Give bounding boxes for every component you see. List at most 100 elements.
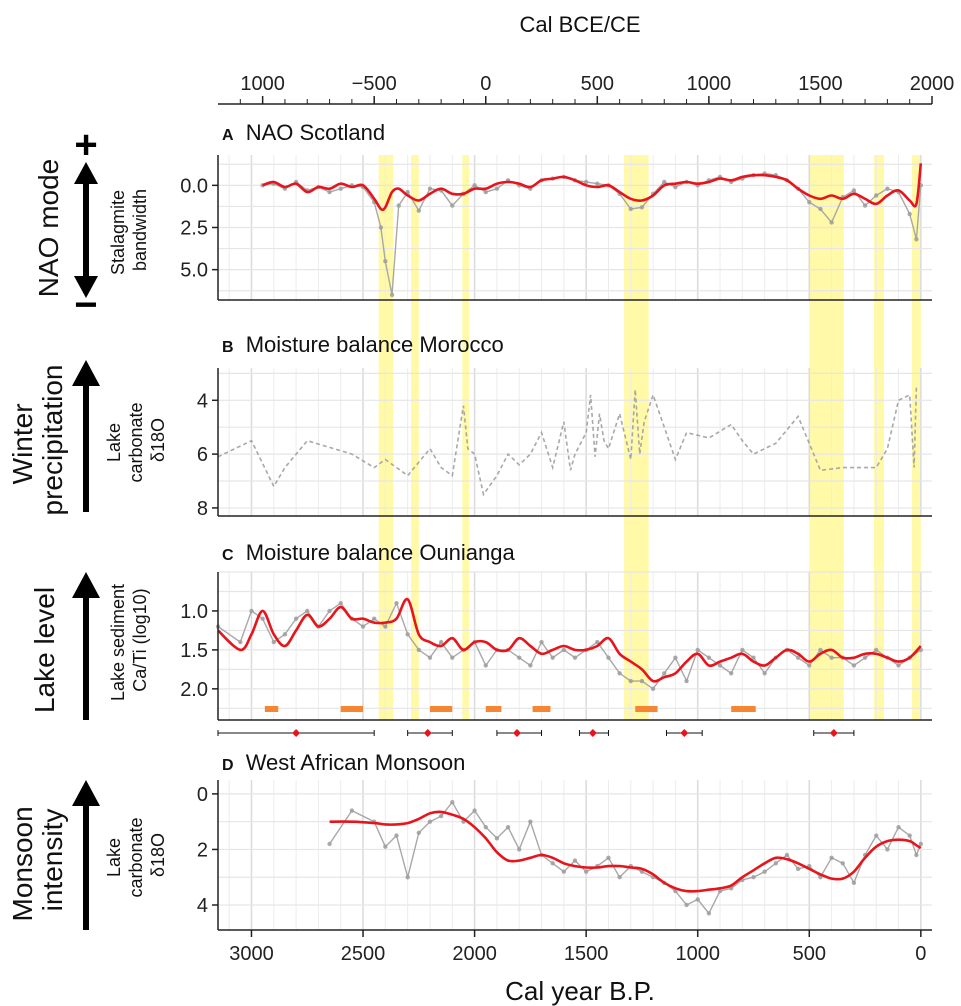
panel-a-raw-point xyxy=(327,189,332,195)
panel-d-ytick-label: 0 xyxy=(197,784,208,806)
panel-c-raw-point xyxy=(606,655,611,660)
panel-c-raw-point xyxy=(595,639,600,645)
panel-c-raw-point xyxy=(673,655,678,660)
panel-a-raw-point xyxy=(583,179,589,185)
panel-d-raw-point xyxy=(472,808,477,813)
highlight-band-7 xyxy=(911,155,921,720)
bottom-tick-label: 1000 xyxy=(675,943,720,965)
panel-a-raw-point xyxy=(383,259,388,264)
bottom-tick-label: 0 xyxy=(915,943,926,965)
panel-c-raw-point xyxy=(517,655,522,660)
panel-a-raw-point xyxy=(472,183,477,188)
panel-a-raw-point xyxy=(874,193,879,198)
panel-c-raw-point xyxy=(260,616,265,621)
panel-c-raw-point xyxy=(416,647,422,653)
panel-a-raw-point xyxy=(907,211,912,217)
panel-c-raw-point xyxy=(338,600,343,606)
panel-c-raw-point xyxy=(394,600,399,606)
panel-c-raw-point xyxy=(717,663,723,668)
panel-d-ytick-label: 2 xyxy=(197,839,208,861)
panel-c-grid xyxy=(218,571,932,720)
orange-interval-bar xyxy=(340,706,364,712)
panel-c-raw-point xyxy=(650,686,656,692)
panel-d-raw-point xyxy=(885,847,890,852)
panel-d-ylabel-line1: Lake xyxy=(104,838,124,877)
panel-b-raw-series xyxy=(217,386,918,497)
panel-c-side-label: Lake level xyxy=(29,587,60,713)
panel-a-raw-point xyxy=(483,189,488,195)
panel-d-raw-point xyxy=(505,825,511,830)
panel-c-raw-point xyxy=(851,663,857,668)
panel-c-raw-point xyxy=(662,671,667,676)
top-tick-label: 1000 xyxy=(240,73,285,95)
panel-a-raw-point xyxy=(595,181,600,186)
nao-plus-sign: + xyxy=(74,123,97,167)
panel-b-ytick-label: 8 xyxy=(197,498,208,520)
winter-precip-arrow xyxy=(72,360,100,512)
orange-interval-bar xyxy=(731,706,756,712)
panel-a-raw-point xyxy=(628,206,633,212)
panel-d-raw-point xyxy=(874,833,879,838)
panel-c-raw-point xyxy=(706,655,712,660)
bottom-axis-ticks: 3000 2500 2000 1500 1000 500 0 xyxy=(229,930,926,965)
panel-c-raw-point xyxy=(371,616,377,621)
panel-d-smooth-series xyxy=(329,810,922,893)
panel-c-raw-point xyxy=(282,632,288,637)
panel-d-raw-point xyxy=(762,869,767,874)
panel-a-raw-point xyxy=(818,206,823,212)
panel-d-raw-point xyxy=(572,858,578,863)
highlight-band-3 xyxy=(462,155,470,720)
panel-d-side-label-line2: intensity xyxy=(37,809,68,912)
panel-d-raw-point xyxy=(617,875,622,880)
panel-c-raw-point xyxy=(628,678,633,684)
panel-c-raw-point xyxy=(405,632,410,637)
panel-d-raw-series xyxy=(327,800,924,916)
panel-d-raw-point xyxy=(914,852,919,858)
panel-c-raw-point xyxy=(271,639,276,645)
panel-a-ytick-label: 5.0 xyxy=(180,260,208,282)
svg-text:Winter precipitation: Winter precipitation xyxy=(7,365,68,516)
panel-c-raw-point xyxy=(684,678,689,684)
panel-d-ylabel-line3: δ18O xyxy=(148,833,168,877)
svg-text:A NAO Scotland: A NAO Scotland xyxy=(222,120,385,145)
orange-interval-bar xyxy=(264,706,279,712)
panel-b-ytick-label: 4 xyxy=(197,390,208,412)
panel-a-letter: A xyxy=(222,127,234,144)
panel-c-ytick-label: 2.0 xyxy=(180,679,208,701)
panel-d-raw-point xyxy=(695,897,700,902)
panel-d-raw-point xyxy=(416,830,422,835)
age-marker-diamond xyxy=(680,729,689,737)
top-axis-ticks: 1000 −500 0 500 1000 1500 2000 xyxy=(239,73,954,104)
panel-d-raw-point xyxy=(784,852,790,858)
panel-a-side-label: NAO mode xyxy=(33,159,64,298)
panel-b-ylabel-line1: Lake xyxy=(104,423,124,462)
panel-a-raw-point xyxy=(639,205,645,210)
panel-a-nao-scotland: A NAO Scotland 0.0 2.5 5.0 Stalagmite band… xyxy=(33,120,932,327)
panel-c-smooth-series xyxy=(217,597,922,683)
panel-d-raw-point xyxy=(751,875,756,880)
panel-d-background xyxy=(218,780,932,930)
bottom-axis-title: Cal year B.P. xyxy=(505,976,655,1006)
panel-d-raw-point xyxy=(717,888,723,894)
panel-d-raw-point xyxy=(517,847,522,852)
panel-a-raw-point xyxy=(389,292,395,298)
panel-c-raw-point xyxy=(695,647,700,653)
panel-d-raw-point xyxy=(773,861,779,866)
panel-d-raw-point xyxy=(918,841,924,847)
panel-d-letter: D xyxy=(222,757,234,774)
panel-c-letter: C xyxy=(222,547,234,564)
top-tick-label: 1500 xyxy=(798,73,843,95)
panel-d-raw-point xyxy=(706,911,712,916)
panel-d-raw-point xyxy=(795,866,801,872)
age-marker-diamond xyxy=(588,729,597,737)
panel-d-raw-point xyxy=(550,861,555,866)
panel-d-raw-point xyxy=(450,800,455,805)
panel-c-raw-point xyxy=(572,655,578,660)
panel-c-raw-point xyxy=(360,624,366,629)
panel-a-grid xyxy=(218,155,932,300)
panel-a-ytick-label: 2.5 xyxy=(180,218,208,240)
bottom-tick-label: 500 xyxy=(793,943,826,965)
panel-c-raw-point xyxy=(427,655,433,660)
svg-text:Stalagmite bandwidth: Stalagmite bandwidth xyxy=(108,185,150,275)
